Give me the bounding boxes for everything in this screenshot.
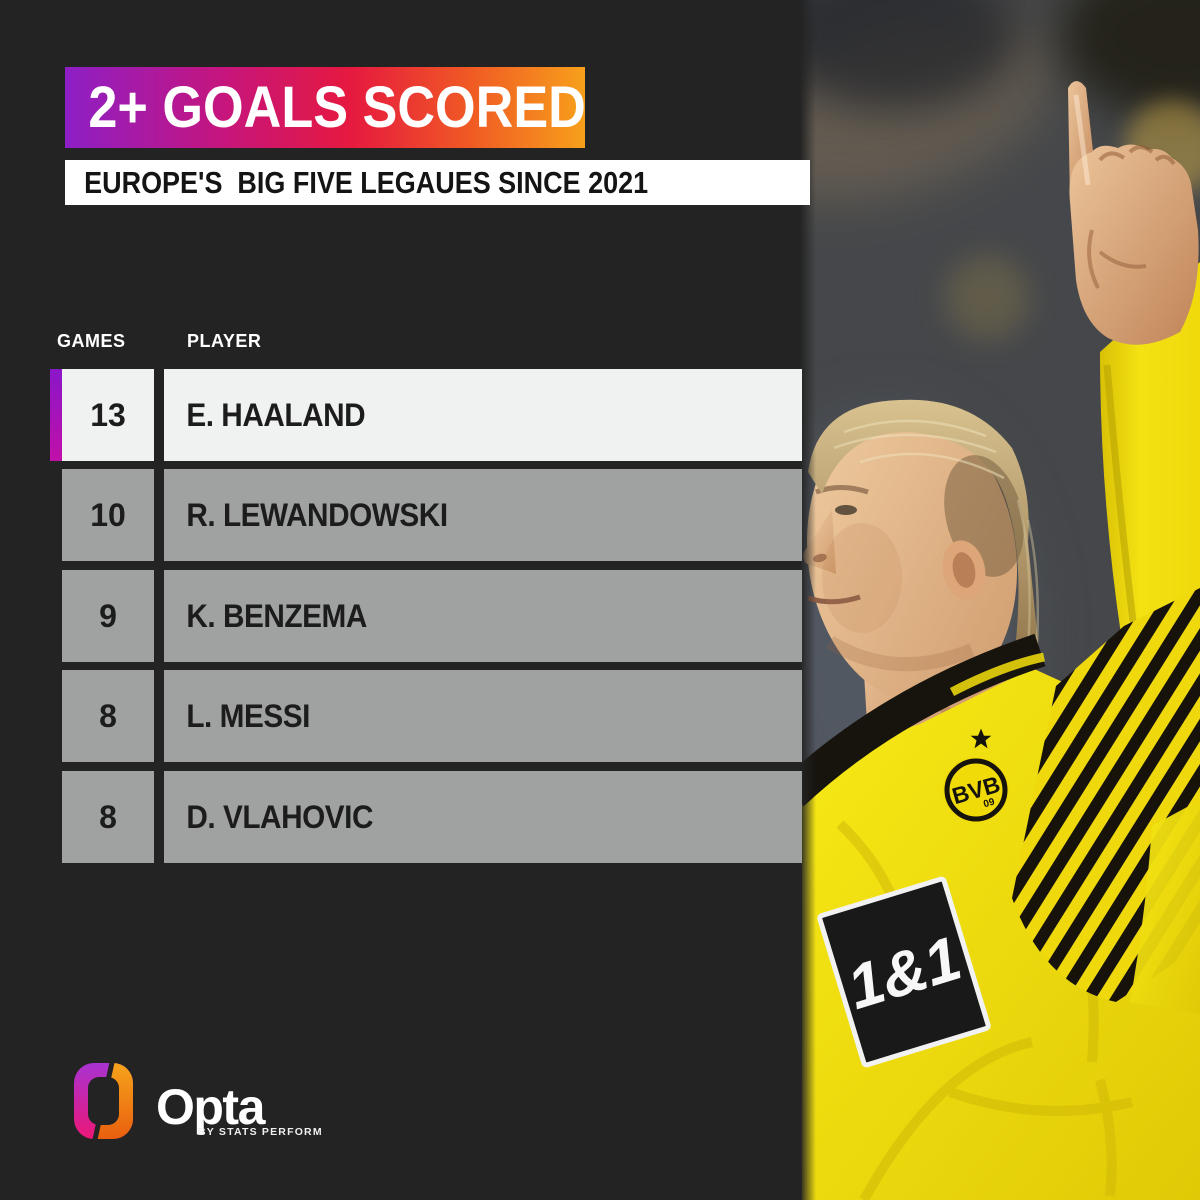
- championship-star: [970, 728, 992, 749]
- column-header-games: GAMES: [57, 331, 126, 351]
- head: [803, 399, 1040, 704]
- table-row: 10 R. LEWANDOWSKI: [0, 469, 802, 561]
- bvb-badge-number: 09: [982, 796, 996, 810]
- sponsor-patch: 1&1: [817, 876, 991, 1068]
- subtitle-banner: EUROPE'S BIG FIVE LEGAUES SINCE 2021: [65, 160, 810, 205]
- table-row: 8 L. MESSI: [0, 670, 802, 762]
- player-name: D. VLAHOVIC: [186, 798, 374, 835]
- games-value: 13: [62, 369, 154, 461]
- hair: [808, 399, 1038, 658]
- player-name: R. LEWANDOWSKI: [186, 496, 448, 533]
- collar: [800, 633, 1046, 807]
- opta-byline: BY STATS PERFORM: [198, 1126, 323, 1138]
- opta-logo-icon: [74, 1061, 133, 1141]
- fist: [1069, 144, 1199, 345]
- games-value: 8: [62, 771, 154, 863]
- games-value: 8: [62, 670, 154, 762]
- player-name: K. BENZEMA: [186, 597, 367, 634]
- games-value: 9: [62, 570, 154, 662]
- table-row: 8 D. VLAHOVIC: [0, 771, 802, 863]
- bokeh-light-3: [945, 255, 1030, 340]
- games-value: 10: [62, 469, 154, 561]
- haaland-figure: BVB 09 1&1: [800, 81, 1200, 1200]
- eye: [835, 505, 857, 515]
- title-banner: 2+ GOALS SCORED: [65, 67, 586, 148]
- page-subtitle: EUROPE'S BIG FIVE LEGAUES SINCE 2021: [84, 164, 649, 200]
- bvb-badge: BVB 09: [943, 757, 1009, 823]
- highlight-bar: [50, 369, 62, 461]
- table-row: 9 K. BENZEMA: [0, 570, 802, 662]
- player-photo: BVB 09 1&1: [800, 0, 1200, 1200]
- player-name: E. HAALAND: [186, 396, 366, 433]
- player-name: L. MESSI: [186, 697, 310, 734]
- photo-edge-fade: [800, 0, 816, 1200]
- table-row: 13 E. HAALAND: [0, 369, 802, 461]
- column-header-player: PLAYER: [187, 331, 262, 351]
- page-title: 2+ GOALS SCORED: [88, 75, 586, 140]
- opta-brand-name: Opta: [156, 1079, 265, 1135]
